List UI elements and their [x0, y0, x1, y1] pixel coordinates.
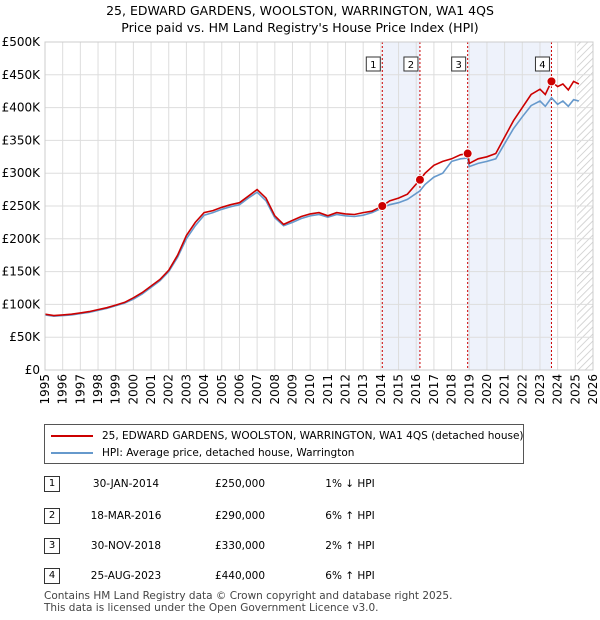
- transaction-row: 1 30-JAN-2014 £250,000 1% ↓ HPI: [0, 476, 600, 496]
- y-tick-label: £300K: [2, 166, 42, 180]
- sale-label-box: [534, 56, 550, 72]
- y-tick-label: £0: [25, 363, 40, 377]
- x-tick-label: 2008: [268, 374, 282, 405]
- x-tick-label: 2019: [462, 374, 476, 405]
- y-tick-label: £200K: [2, 232, 42, 246]
- transaction-row: 2 18-MAR-2016 £290,000 6% ↑ HPI: [0, 508, 600, 528]
- x-tick-label: 2005: [215, 374, 229, 405]
- sale-point: [546, 76, 557, 87]
- x-tick-label: 2016: [409, 374, 423, 405]
- x-tick-label: 2010: [303, 374, 317, 405]
- transaction-date: 30-NOV-2018: [90, 540, 162, 552]
- legend-label-hpi: HPI: Average price, detached house, Warr…: [102, 447, 355, 459]
- hpi-series-line: [45, 96, 580, 318]
- x-tick-label: 2026: [586, 374, 600, 405]
- x-tick-label: 2000: [126, 374, 140, 405]
- sale-point: [377, 201, 388, 211]
- x-tick-label: 2012: [339, 374, 353, 405]
- x-tick-label: 2014: [374, 374, 388, 405]
- transaction-date: 25-AUG-2023: [90, 570, 162, 582]
- transaction-price: £290,000: [214, 510, 266, 522]
- transaction-hpi-diff: 6% ↑ HPI: [325, 510, 375, 522]
- legend-label-property: 25, EDWARD GARDENS, WOOLSTON, WARRINGTON…: [102, 430, 524, 442]
- transaction-price: £250,000: [214, 478, 266, 490]
- y-tick-label: £250K: [2, 199, 42, 213]
- x-tick-label: 2006: [232, 374, 246, 405]
- sale-label-box: [365, 56, 381, 72]
- chart-title: 25, EDWARD GARDENS, WOOLSTON, WARRINGTON…: [106, 3, 494, 18]
- transaction-number: 2: [44, 508, 60, 524]
- transaction-number: 4: [44, 568, 60, 584]
- legend: 25, EDWARD GARDENS, WOOLSTON, WARRINGTON…: [44, 424, 524, 464]
- x-tick-label: 1997: [73, 374, 87, 405]
- sale-label-number: 2: [408, 60, 414, 71]
- y-tick-label: £150K: [2, 265, 42, 279]
- transaction-hpi-diff: 1% ↓ HPI: [325, 478, 375, 490]
- transaction-number: 1: [44, 476, 60, 492]
- x-tick-label: 2007: [250, 374, 264, 405]
- transaction-price: £440,000: [214, 570, 266, 582]
- x-tick-label: 2025: [568, 374, 582, 405]
- sale-label-number: 4: [539, 60, 545, 71]
- y-tick-label: £350K: [2, 133, 42, 147]
- x-tick-label: 2015: [392, 374, 406, 405]
- legend-swatch-property: [51, 435, 93, 437]
- transaction-row: 4 25-AUG-2023 £440,000 6% ↑ HPI: [0, 568, 600, 588]
- x-tick-label: 2021: [498, 374, 512, 405]
- transaction-date: 18-MAR-2016: [90, 510, 162, 522]
- plot-frame: [44, 41, 594, 371]
- x-tick-label: 1999: [109, 374, 123, 405]
- transaction-hpi-diff: 2% ↑ HPI: [325, 540, 375, 552]
- footer-copyright: Contains HM Land Registry data © Crown c…: [44, 590, 453, 602]
- transaction-hpi-diff: 6% ↑ HPI: [325, 570, 375, 582]
- sale-point: [414, 174, 425, 185]
- footer-licence: This data is licensed under the Open Gov…: [44, 602, 379, 614]
- x-tick-label: 2004: [197, 374, 211, 405]
- x-tick-label: 1995: [38, 374, 52, 405]
- x-tick-label: 2017: [427, 374, 441, 405]
- x-tick-label: 1998: [91, 374, 105, 405]
- sale-label-number: 1: [370, 60, 376, 71]
- x-tick-label: 2024: [551, 374, 565, 405]
- transaction-price: £330,000: [214, 540, 266, 552]
- x-tick-label: 2022: [515, 374, 529, 405]
- sale-point: [462, 148, 473, 159]
- footer: Contains HM Land Registry data © Crown c…: [44, 590, 452, 614]
- x-tick-label: 2009: [285, 374, 299, 405]
- chart-subtitle: Price paid vs. HM Land Registry's House …: [121, 20, 479, 35]
- x-tick-label: 2001: [144, 374, 158, 405]
- transaction-date: 30-JAN-2014: [92, 478, 160, 490]
- legend-item-property: 25, EDWARD GARDENS, WOOLSTON, WARRINGTON…: [51, 428, 524, 444]
- x-tick-label: 2018: [445, 374, 459, 405]
- y-tick-label: £100K: [2, 297, 42, 311]
- y-tick-label: £400K: [2, 101, 42, 115]
- x-tick-label: 2013: [356, 374, 370, 405]
- property-series-line: [45, 80, 580, 317]
- y-tick-label: £500K: [2, 35, 42, 49]
- transaction-row: 3 30-NOV-2018 £330,000 2% ↑ HPI: [0, 538, 600, 558]
- x-tick-label: 2002: [162, 374, 176, 405]
- x-tick-label: 2020: [480, 374, 494, 405]
- x-tick-label: 1996: [56, 374, 70, 405]
- sale-label-number: 3: [455, 60, 461, 71]
- legend-swatch-hpi: [51, 452, 93, 454]
- y-tick-label: £50K: [9, 330, 41, 344]
- x-tick-label: 2023: [533, 374, 547, 405]
- x-tick-label: 2003: [179, 374, 193, 405]
- price-chart: £0 £50K £100K £150K £200K £250K £300K £350K £400…: [2, 35, 600, 405]
- sale-label-box: [403, 56, 419, 72]
- x-tick-label: 2011: [321, 374, 335, 405]
- transaction-number: 3: [44, 538, 60, 554]
- legend-item-hpi: HPI: Average price, detached house, Warr…: [51, 445, 354, 461]
- y-tick-label: £450K: [2, 68, 42, 82]
- sale-label-box: [451, 56, 467, 72]
